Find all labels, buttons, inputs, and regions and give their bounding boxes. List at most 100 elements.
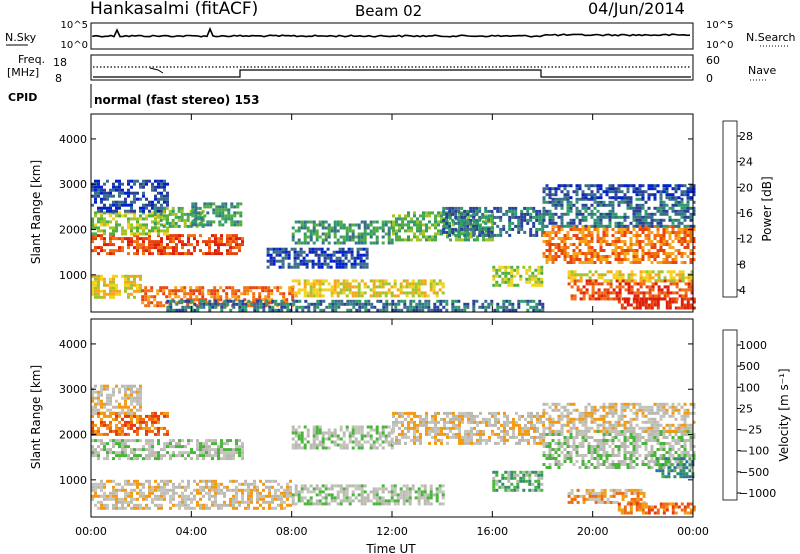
power-cell [557,184,561,188]
power-cell [230,202,234,206]
velocity-cell [100,500,103,504]
velocity-cell [226,503,229,507]
power-cell [557,200,561,204]
power-cell [680,237,684,240]
power-cell [127,246,130,250]
power-cell [641,246,645,249]
power-cell [668,225,672,228]
power-cell [431,211,434,215]
velocity-cell [321,496,325,500]
velocity-cell [369,443,373,447]
power-cell [261,289,265,293]
velocity-cell [413,438,416,442]
velocity-cell [342,487,346,491]
velocity-cell [151,491,154,495]
power-cell [124,197,127,201]
velocity-cell [327,428,331,432]
freq-tick-high: 18 [53,56,67,69]
power-cell [166,299,170,303]
power-cell [166,203,169,207]
velocity-cell [184,494,187,498]
power-cell [265,299,269,303]
power-cell [94,226,97,230]
velocity-cell [130,411,133,415]
power-cell [492,283,496,287]
power-cell [139,283,142,287]
power-cell [133,252,136,256]
power-cell [669,270,673,274]
velocity-cell [407,435,410,439]
velocity-cell [268,485,271,489]
power-cell [620,197,624,201]
power-cell [528,268,532,272]
velocity-cell [220,451,223,455]
power-cell [642,279,646,283]
power-cell [315,235,319,239]
power-cell [198,286,202,290]
velocity-cell [351,493,355,497]
power-cell [329,265,333,269]
power-cell [542,190,546,194]
power-cell [171,209,175,213]
power-cell [446,235,449,239]
power-cell [438,279,442,283]
velocity-cell [286,494,289,498]
power-cell [606,297,610,301]
velocity-cell [315,487,319,491]
power-cell [597,288,601,292]
power-cell [194,214,198,218]
power-cell [103,249,106,253]
velocity-cell [419,423,422,427]
power-cell [542,231,546,234]
power-cell [231,286,235,290]
power-cell [91,289,94,293]
power-cell [575,212,579,216]
power-cell [157,229,160,233]
velocity-cell [142,445,145,449]
power-cell [605,203,609,207]
power-cell [400,299,404,303]
power-cell [162,292,166,296]
power-cell [347,259,351,263]
power-cell [579,297,583,301]
velocity-cell [390,443,394,447]
power-cell [614,249,618,252]
velocity-cell [163,411,166,415]
power-cell [602,258,606,261]
power-cell [427,308,431,312]
power-cell [330,229,334,233]
power-cell [545,261,549,264]
velocity-cell [318,443,322,447]
power-cell [324,226,328,230]
velocity-cell [133,405,136,409]
power-cell [635,240,639,243]
power-cell [409,302,413,306]
power-cell [330,226,334,230]
power-cell [451,218,455,222]
power-cell [332,259,336,263]
power-cell [545,231,549,234]
power-cell [320,265,324,269]
power-cell [615,270,619,274]
power-cell [239,202,243,206]
power-cell [623,240,627,243]
power-cell [665,212,669,216]
power-cell [566,203,570,207]
velocity-cell [196,491,199,495]
power-cell [441,282,445,286]
power-cell [344,250,348,254]
power-cell [369,288,373,292]
power-cell [686,306,690,310]
power-cell [638,212,642,216]
power-cell [112,182,115,186]
power-cell [519,274,523,278]
power-cell [569,221,573,225]
velocity-cell [91,429,94,433]
power-cell [133,200,136,204]
power-cell [671,218,675,222]
power-cell [282,301,286,305]
velocity-cell [232,497,235,501]
power-cell [115,185,118,189]
power-cell [91,249,94,253]
power-cell [590,234,594,237]
